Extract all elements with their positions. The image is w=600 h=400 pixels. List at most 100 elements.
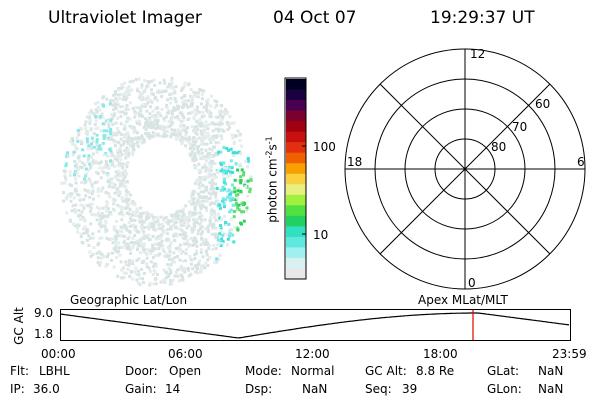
- aurora-pixel: [105, 129, 109, 133]
- aurora-pixel: [202, 205, 206, 209]
- aurora-pixel: [191, 110, 195, 114]
- aurora-pixel: [228, 210, 232, 214]
- aurora-pixel: [120, 268, 124, 272]
- aurora-pixel: [140, 141, 144, 145]
- aurora-pixel: [123, 199, 127, 203]
- aurora-pixel: [208, 256, 212, 260]
- aurora-pixel-field: [60, 76, 253, 287]
- aurora-pixel: [179, 252, 183, 256]
- aurora-pixel: [197, 91, 200, 95]
- aurora-pixel: [153, 247, 157, 251]
- aurora-pixel: [124, 227, 128, 231]
- aurora-pixel: [173, 217, 177, 221]
- aurora-pixel: [75, 171, 79, 175]
- aurora-pixel: [137, 241, 141, 245]
- aurora-pixel: [114, 237, 118, 241]
- aurora-pixel: [191, 101, 194, 105]
- colorbar-tick-label-100: 100: [313, 140, 336, 154]
- aurora-pixel: [173, 260, 177, 264]
- aurora-pixel: [80, 127, 83, 131]
- aurora-pixel: [153, 126, 157, 130]
- colorbar-segment: [286, 236, 306, 248]
- aurora-pixel: [200, 121, 204, 125]
- aurora-pixel: [144, 128, 148, 131]
- aurora-pixel: [217, 218, 221, 222]
- aurora-pixel: [102, 153, 106, 157]
- aurora-pixel: [228, 126, 231, 130]
- aurora-pixel: [171, 132, 175, 136]
- aurora-pixel: [237, 208, 241, 212]
- aurora-pixel: [85, 189, 89, 193]
- info-glon-value: NaN: [538, 382, 564, 396]
- aurora-pixel: [199, 190, 203, 194]
- aurora-pixel: [94, 213, 98, 217]
- aurora-pixel: [223, 187, 227, 191]
- aurora-pixel: [187, 111, 191, 115]
- aurora-pixel: [171, 86, 175, 89]
- aurora-pixel: [153, 242, 157, 246]
- aurora-pixel: [109, 134, 113, 138]
- aurora-pixel: [125, 146, 129, 150]
- aurora-pixel: [178, 233, 182, 236]
- aurora-pixel: [68, 183, 72, 187]
- aurora-pixel: [77, 193, 81, 197]
- aurora-pixel: [188, 147, 192, 150]
- aurora-pixel: [221, 199, 225, 203]
- aurora-pixel: [76, 139, 80, 143]
- aurora-pixel: [106, 252, 110, 256]
- timeline-right-title: Apex MLat/MLT: [418, 293, 508, 307]
- aurora-pixel: [95, 205, 99, 209]
- aurora-pixel: [200, 232, 203, 236]
- aurora-pixel: [216, 200, 220, 204]
- aurora-pixel: [194, 203, 198, 206]
- aurora-pixel: [176, 128, 180, 132]
- aurora-pixel: [131, 262, 135, 266]
- aurora-pixel: [212, 122, 216, 126]
- aurora-pixel: [84, 174, 88, 178]
- aurora-pixel: [102, 136, 106, 140]
- aurora-pixel: [76, 227, 79, 230]
- info-dsp-value: NaN: [302, 382, 328, 396]
- aurora-pixel: [152, 134, 156, 138]
- aurora-pixel: [172, 88, 176, 92]
- aurora-pixel: [126, 160, 130, 164]
- aurora-pixel: [219, 224, 223, 228]
- info-gcalt-value: 8.8 Re: [416, 364, 455, 378]
- aurora-pixel: [207, 191, 211, 195]
- aurora-pixel: [142, 232, 146, 236]
- aurora-pixel: [239, 179, 243, 182]
- aurora-pixel: [200, 220, 203, 224]
- aurora-pixel: [152, 224, 156, 228]
- aurora-pixel: [101, 166, 105, 170]
- aurora-pixel: [246, 165, 249, 169]
- aurora-pixel: [160, 95, 164, 98]
- aurora-pixel: [182, 116, 186, 120]
- aurora-pixel: [193, 257, 197, 260]
- aurora-pixel: [99, 129, 103, 133]
- info-glat-value: NaN: [538, 364, 564, 378]
- aurora-pixel: [125, 199, 129, 203]
- aurora-pixel: [107, 237, 111, 241]
- colorbar-segment: [286, 268, 306, 280]
- aurora-pixel: [141, 246, 145, 250]
- aurora-pixel: [214, 141, 218, 145]
- aurora-pixel: [116, 155, 120, 159]
- aurora-pixel: [137, 119, 141, 123]
- aurora-pixel: [179, 123, 183, 127]
- aurora-pixel: [213, 162, 217, 165]
- aurora-pixel: [95, 144, 99, 148]
- aurora-pixel: [197, 185, 201, 189]
- aurora-pixel: [144, 87, 148, 91]
- aurora-pixel: [219, 227, 223, 231]
- aurora-pixel: [192, 157, 195, 161]
- aurora-pixel: [70, 136, 74, 140]
- aurora-pixel: [151, 235, 155, 238]
- aurora-pixel: [173, 128, 176, 132]
- aurora-pixel: [86, 141, 90, 145]
- aurora-pixel: [207, 134, 211, 138]
- aurora-pixel: [237, 187, 241, 190]
- aurora-pixel: [94, 115, 98, 118]
- aurora-pixel: [109, 149, 113, 153]
- aurora-pixel: [106, 154, 109, 158]
- aurora-pixel: [131, 236, 135, 240]
